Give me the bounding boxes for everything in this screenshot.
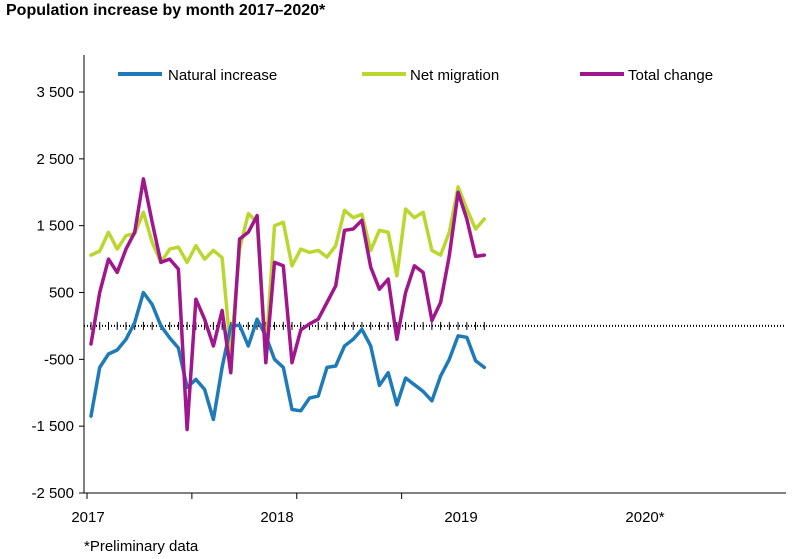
y-tick-label: 2 500 bbox=[36, 151, 74, 168]
zero-line bbox=[84, 321, 786, 330]
y-tick-label: -500 bbox=[44, 351, 74, 368]
legend-label: Net migration bbox=[410, 67, 499, 84]
legend-label: Natural increase bbox=[168, 67, 277, 84]
y-tick-label: -2 500 bbox=[31, 485, 74, 502]
x-axis: 2017 2018 2019 2020* bbox=[71, 492, 786, 526]
x-tick-label: 2018 bbox=[260, 509, 293, 526]
y-tick-label: -1 500 bbox=[31, 418, 74, 435]
series-line-net-migration bbox=[89, 185, 487, 355]
y-tick-label: 3 500 bbox=[36, 84, 74, 101]
legend-label: Total change bbox=[628, 67, 713, 84]
series-lines bbox=[89, 177, 487, 432]
x-tick-label: 2017 bbox=[71, 509, 104, 526]
chart-title: Population increase by month 2017–2020* bbox=[6, 2, 326, 19]
footnote: *Preliminary data bbox=[84, 538, 199, 555]
y-tick-label: 500 bbox=[49, 285, 74, 302]
x-tick-label: 2019 bbox=[444, 509, 477, 526]
legend: Natural increase Net migration Total chang… bbox=[118, 67, 713, 84]
series-line-total-change bbox=[89, 177, 487, 432]
y-axis: 3 500 2 500 1 500 500 -500 -1 500 -2 500 bbox=[31, 55, 85, 502]
x-tick-label: 2020* bbox=[625, 509, 664, 526]
y-tick-label: 1 500 bbox=[36, 218, 74, 235]
series-line-natural-increase bbox=[89, 290, 487, 422]
